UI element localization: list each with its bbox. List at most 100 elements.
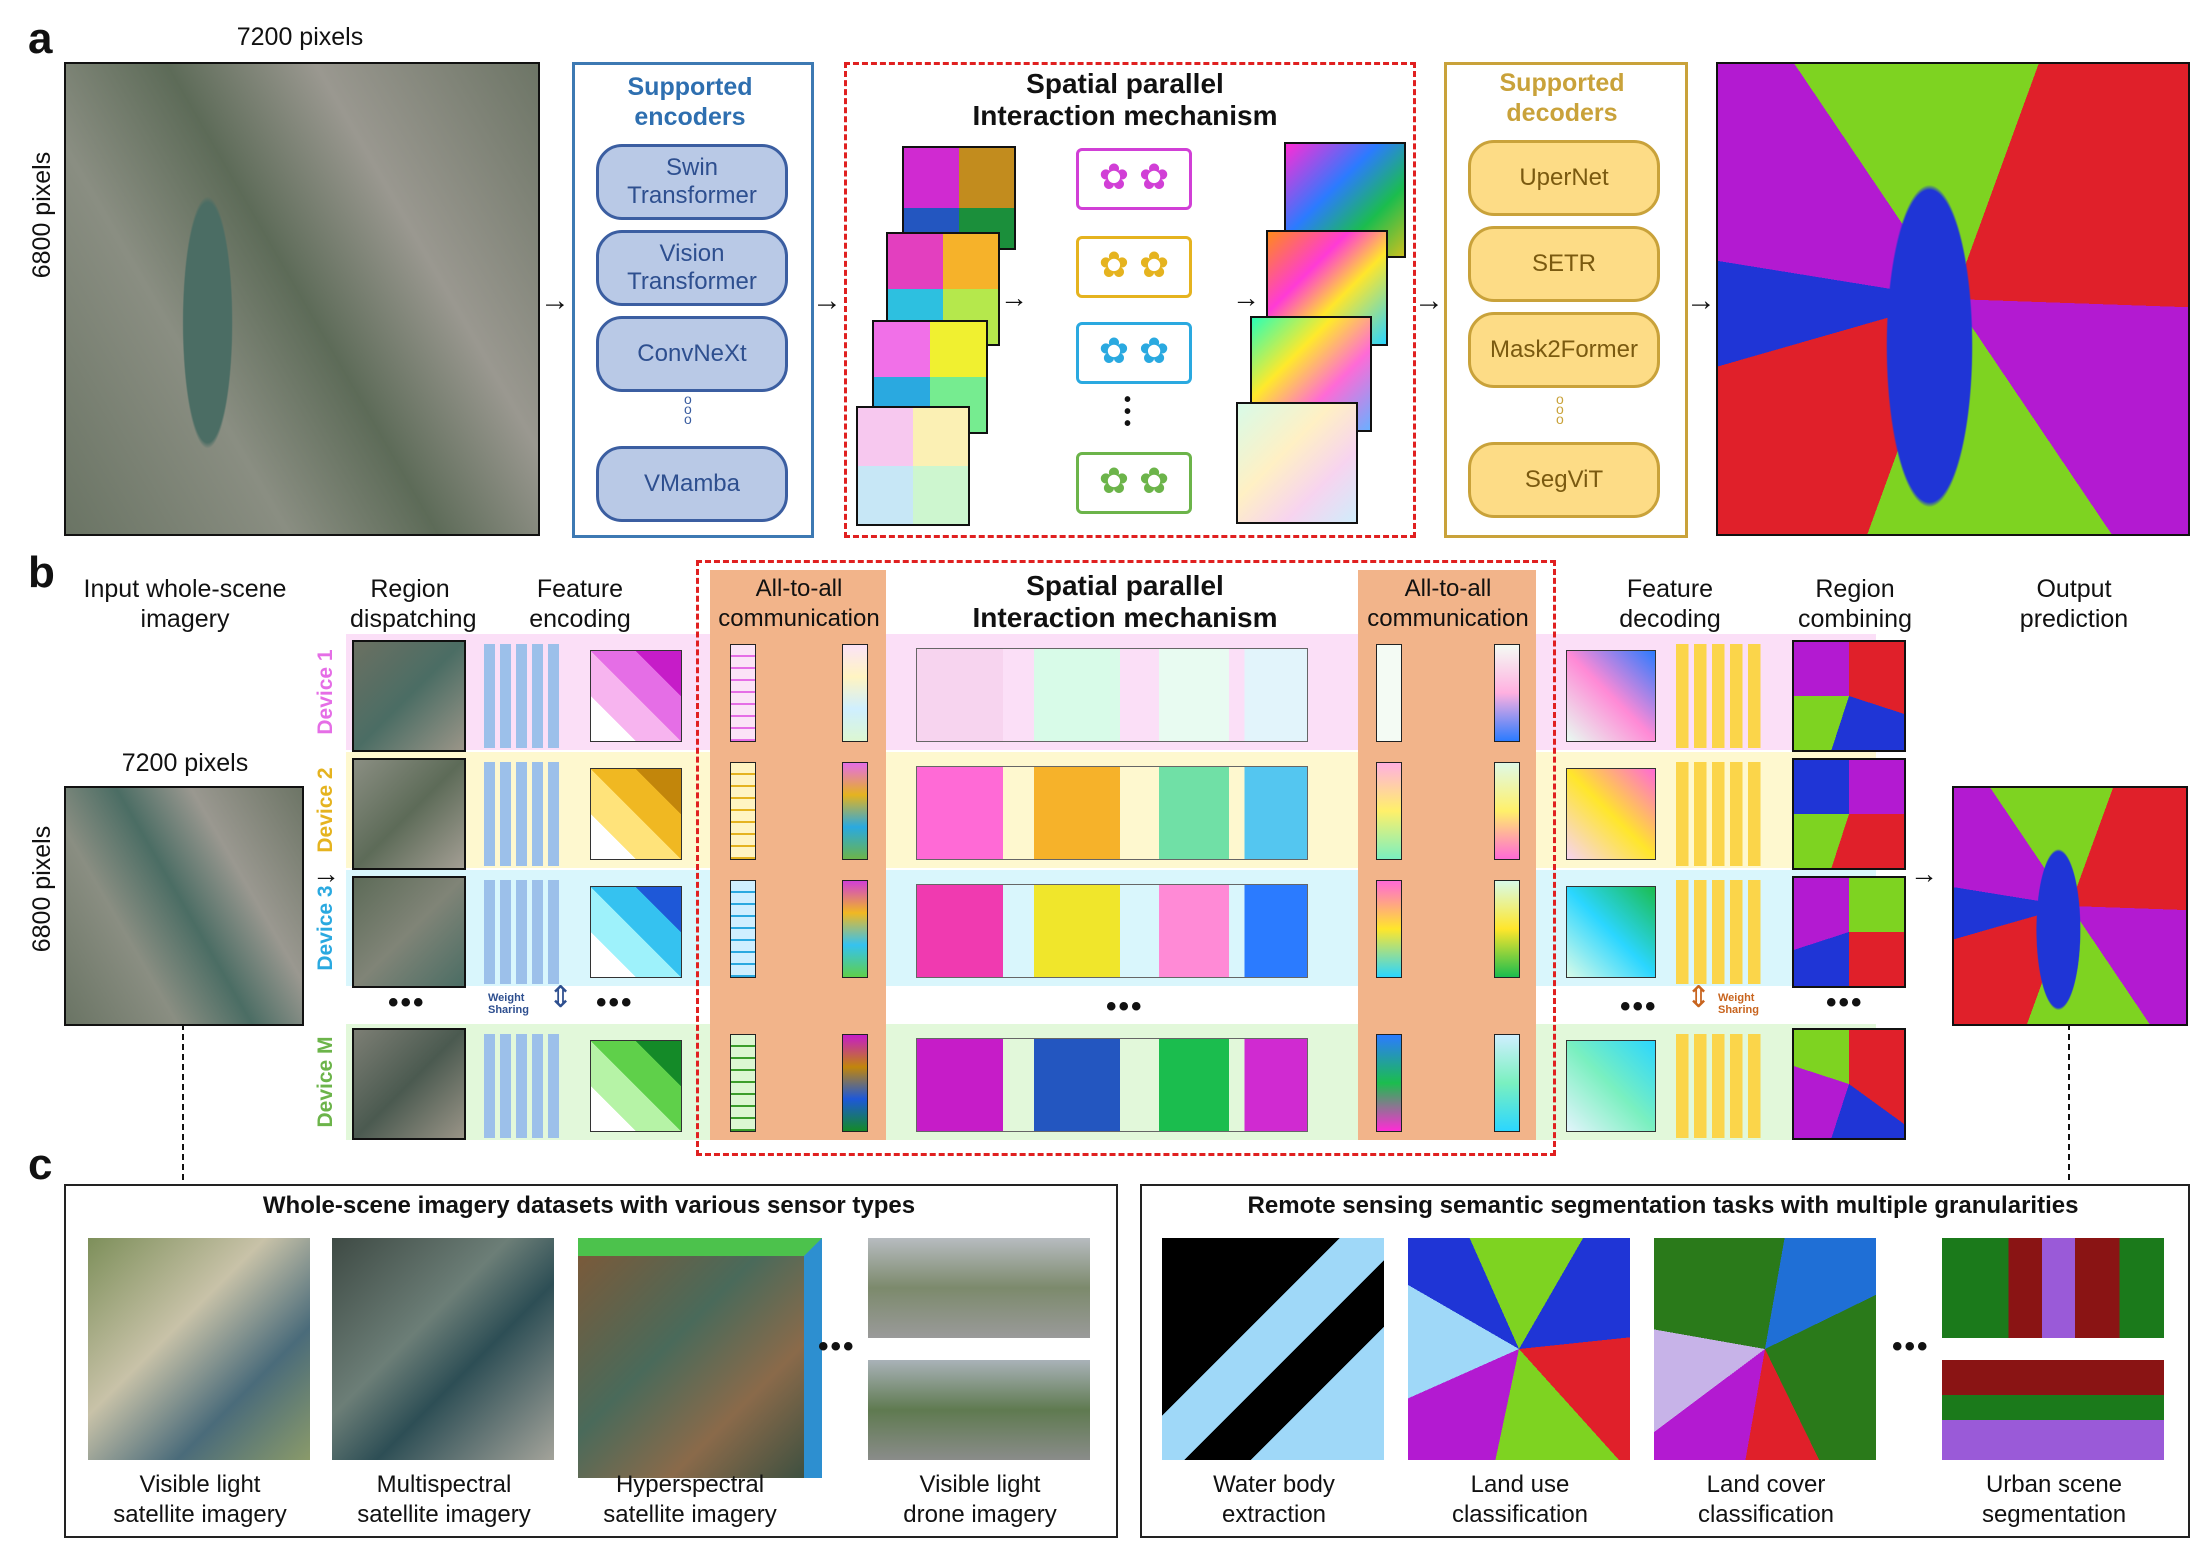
task-urban-1: [1942, 1238, 2164, 1338]
height-label: 6800 pixels: [28, 151, 56, 279]
input-title: Input whole-scene imagery: [83, 575, 287, 633]
region-tile-m: [352, 1028, 466, 1140]
device-label-2: Device 2: [314, 767, 337, 853]
tokens-left-m: [730, 1034, 756, 1132]
encoder-vit: Vision Transformer: [596, 230, 788, 306]
arrow-5: →: [1414, 284, 1444, 317]
caption-multispectral: Multispectral satellite imagery: [357, 1471, 531, 1528]
caption-drone: Visible light drone imagery: [903, 1471, 1057, 1528]
arrow-2: →: [812, 284, 842, 317]
arrow-3: →: [1000, 282, 1028, 313]
gpu-icon-3: ✿ ✿: [1076, 322, 1192, 384]
tokens-right-3: [842, 880, 868, 978]
input-width-label: 7200 pixels: [121, 749, 249, 777]
output-image: [1952, 786, 2188, 1026]
datasets-box: [64, 1184, 1118, 1538]
enc-features-ellipsis: •••: [596, 986, 634, 1019]
all-to-all-left-title: All-to-all communication: [718, 575, 880, 632]
tokens-r-left-3: [1376, 880, 1402, 978]
width-label: 7200 pixels: [236, 23, 364, 51]
mech-row-m: [916, 1038, 1308, 1132]
feature-map-4: [1236, 402, 1358, 524]
segmentation-output: [1716, 62, 2190, 536]
weight-sharing-dec-arrow: ⇕: [1686, 981, 1712, 1014]
arrow-output: →: [1910, 858, 1938, 889]
combined-tile-3: [1792, 876, 1906, 988]
caption-land-use: Land use classification: [1451, 1471, 1589, 1528]
tokens-right-m: [842, 1034, 868, 1132]
decoder-stack-3: [1676, 880, 1766, 984]
tokens-r-right-1: [1494, 644, 1520, 742]
arrow-6: →: [1686, 284, 1716, 317]
region-tile-3: [352, 876, 466, 988]
tokens-r-left-2: [1376, 762, 1402, 860]
datasets-ellipsis: •••: [818, 1330, 856, 1363]
tokens-r-right-2: [1494, 762, 1520, 860]
encoder-stack-m: [484, 1034, 564, 1138]
gpu-dots: • • •: [1124, 389, 1132, 435]
gpu-icon-2: ✿ ✿: [1076, 236, 1192, 298]
encoder-convnext: ConvNeXt: [596, 316, 788, 392]
caption-hyperspectral: Hyperspectral satellite imagery: [603, 1471, 777, 1528]
gpu-icon-m: ✿ ✿: [1076, 452, 1192, 514]
decoders-box: [1444, 62, 1688, 538]
arrow-1: →: [540, 284, 570, 317]
tasks-title: Remote sensing semantic segmentation tas…: [1247, 1192, 2079, 1219]
mech-row-3: [916, 884, 1308, 978]
decoder-segvit: SegViT: [1468, 442, 1660, 518]
region-ellipsis: •••: [388, 986, 426, 1019]
device-label-3: Device 3: [314, 885, 337, 971]
input-image: [64, 786, 304, 1026]
task-water-body: [1162, 1238, 1384, 1460]
decoder-stack-m: [1676, 1034, 1766, 1138]
encoder-stack-1: [484, 644, 564, 748]
tokens-left-1: [730, 644, 756, 742]
combined-ellipsis: •••: [1826, 986, 1864, 1019]
enc-features-m: [590, 1040, 682, 1132]
region-dispatching-title: Region dispatching: [350, 575, 477, 633]
grid-tile-4: [856, 406, 970, 526]
mechanism-title-b: Spatial parallel Interaction mechanism: [972, 570, 1278, 633]
arrow-4: →: [1232, 282, 1260, 313]
feature-decoding-title: Feature decoding: [1619, 575, 1721, 633]
enc-features-1: [590, 650, 682, 742]
encoder-stack-3: [484, 880, 564, 984]
dec-features-m: [1566, 1040, 1656, 1132]
combined-tile-1: [1792, 640, 1906, 752]
mech-ellipsis: •••: [1106, 990, 1144, 1023]
encoder-swin: Swin Transformer: [596, 144, 788, 220]
decoder-upernet: UperNet: [1468, 140, 1660, 216]
weight-sharing-dec-label: Weight Sharing: [1718, 992, 1759, 1016]
task-urban-2: [1942, 1360, 2164, 1460]
caption-urban-scene: Urban scene segmentation: [1981, 1471, 2127, 1528]
dec-features-ellipsis: •••: [1620, 990, 1658, 1023]
decoder-stack-2: [1676, 762, 1766, 866]
decoder-mask2former: Mask2Former: [1468, 312, 1660, 388]
decoder-stack-1: [1676, 644, 1766, 748]
dataset-hyperspectral: [578, 1238, 822, 1478]
region-tile-2: [352, 758, 466, 870]
region-tile-1: [352, 640, 466, 752]
decoder-setr: SETR: [1468, 226, 1660, 302]
caption-land-cover: Land cover classification: [1697, 1471, 1835, 1528]
tokens-right-2: [842, 762, 868, 860]
tokens-r-right-3: [1494, 880, 1520, 978]
tokens-right-1: [842, 644, 868, 742]
satellite-image: [64, 62, 540, 536]
connector-left: [182, 1024, 184, 1180]
feature-encoding-title: Feature encoding: [529, 575, 631, 633]
dataset-drone-2: [868, 1360, 1090, 1460]
dec-features-2: [1566, 768, 1656, 860]
enc-features-3: [590, 886, 682, 978]
arrow-input: →: [312, 858, 340, 889]
gpu-icon-1: ✿ ✿: [1076, 148, 1192, 210]
connector-right: [2068, 1024, 2070, 1180]
panel-c-letter: c: [28, 1140, 53, 1189]
dataset-multispectral: [332, 1238, 554, 1460]
task-land-cover: [1654, 1238, 1876, 1460]
device-label-m: Device M: [314, 1036, 337, 1128]
tokens-r-right-m: [1494, 1034, 1520, 1132]
task-land-use: [1408, 1238, 1630, 1460]
